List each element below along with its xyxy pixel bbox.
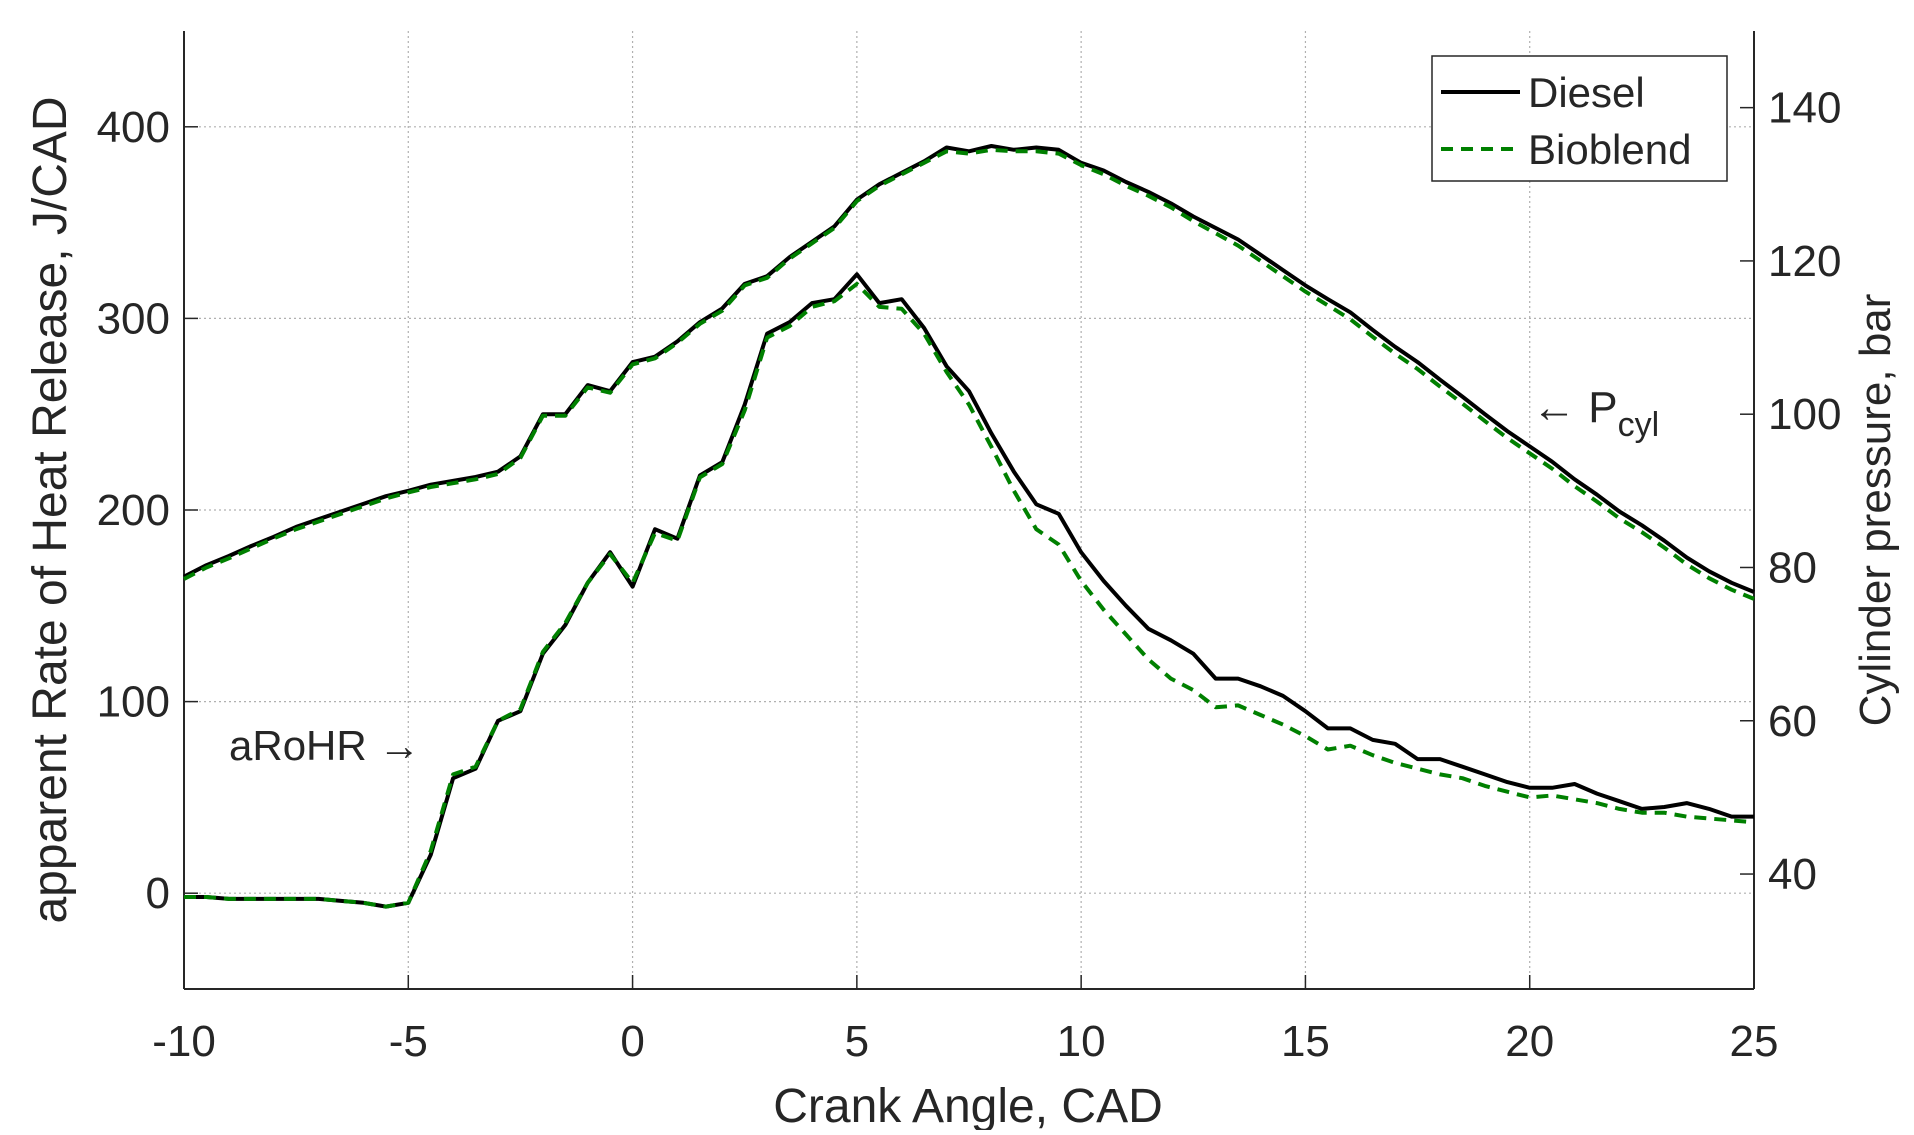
y-tick-label: 300 (97, 294, 170, 343)
y2-tick-label: 140 (1768, 84, 1841, 133)
y-axis-label: apparent Rate of Heat Release, J/CAD (24, 96, 77, 923)
y2-tick-label: 120 (1768, 237, 1841, 286)
y2-tick-label: 100 (1768, 390, 1841, 439)
x-tick-label: 0 (620, 1017, 644, 1066)
x-tick-label: 10 (1057, 1017, 1106, 1066)
y-tick-label: 400 (97, 103, 170, 152)
x-axis-label: Crank Angle, CAD (773, 1080, 1163, 1130)
annotation: aRoHR → (229, 722, 420, 769)
y2-axis-label: Cylinder pressure, bar (1851, 294, 1900, 727)
annotation-subscript: cyl (1618, 406, 1660, 444)
legend-box (1431, 55, 1728, 182)
x-tick-label: 20 (1505, 1017, 1554, 1066)
legend-label: Bioblend (1528, 126, 1691, 173)
y-tick-label: 200 (97, 486, 170, 535)
series-line (184, 272, 1754, 909)
series-line (183, 147, 1755, 601)
y2-tick-label: 80 (1768, 543, 1817, 592)
annotation-text: ← P (1532, 383, 1618, 432)
legend-label: Diesel (1528, 69, 1645, 116)
x-tick-label: 5 (845, 1017, 869, 1066)
y-tick-label: 100 (97, 678, 170, 727)
x-tick-label: -5 (389, 1017, 428, 1066)
series-line (184, 281, 1755, 909)
x-tick-label: -10 (152, 1017, 216, 1066)
y2-tick-label: 60 (1768, 697, 1817, 746)
y2-tick-label: 40 (1768, 850, 1817, 899)
series-line (183, 144, 1755, 594)
x-tick-label: 25 (1730, 1017, 1779, 1066)
y-tick-label: 0 (146, 869, 170, 918)
x-tick-label: 15 (1281, 1017, 1330, 1066)
annotation: ← Pcyl (1532, 383, 1659, 444)
